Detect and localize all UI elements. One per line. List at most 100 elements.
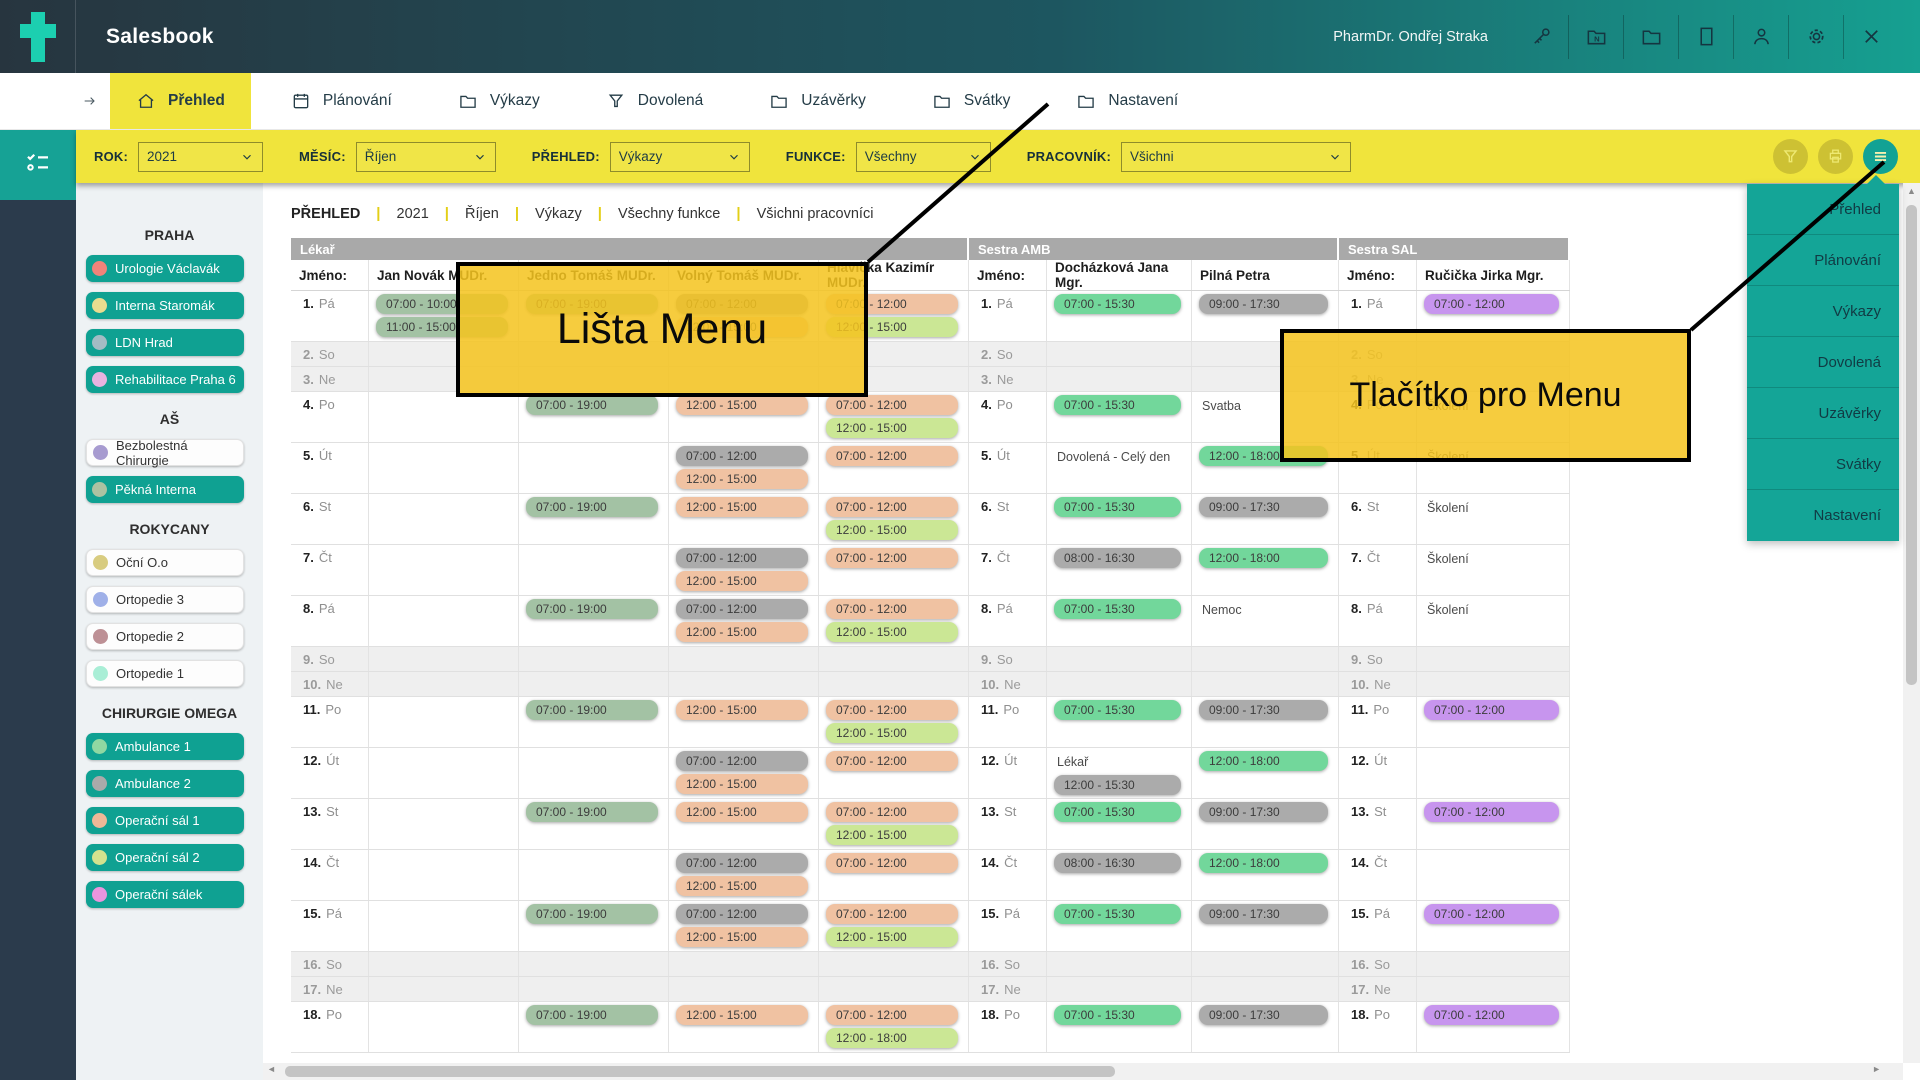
filter-select-rok[interactable]: 2021	[138, 142, 263, 172]
shift-chip[interactable]: 07:00 - 15:30	[1054, 1005, 1181, 1025]
sidebar-item-rehabilitace-praha-6[interactable]: Rehabilitace Praha 6	[86, 366, 244, 393]
shift-chip[interactable]: 07:00 - 12:00	[826, 446, 958, 466]
schedule-cell[interactable]: 07:00 - 15:30	[1047, 697, 1192, 747]
vertical-scrollbar[interactable]: ▲	[1903, 183, 1920, 1063]
shift-chip[interactable]: 09:00 - 17:30	[1199, 294, 1328, 314]
shift-chip[interactable]: 12:00 - 15:00	[826, 622, 958, 642]
shift-chip[interactable]: 07:00 - 15:30	[1054, 802, 1181, 822]
schedule-cell[interactable]: 07:00 - 19:00	[519, 392, 669, 442]
shift-chip[interactable]: 07:00 - 19:00	[526, 904, 658, 924]
schedule-cell[interactable]	[369, 392, 519, 442]
shift-chip[interactable]: 07:00 - 12:00	[826, 904, 958, 924]
schedule-cell[interactable]: Dovolená - Celý den	[1047, 443, 1192, 493]
horizontal-scrollbar-thumb[interactable]	[285, 1066, 1115, 1077]
schedule-cell[interactable]	[1047, 647, 1192, 671]
schedule-cell[interactable]: 07:00 - 12:0012:00 - 15:00	[819, 596, 969, 646]
schedule-cell[interactable]: 07:00 - 12:0012:00 - 15:00	[819, 494, 969, 544]
breadcrumb-item[interactable]: 2021	[397, 206, 429, 222]
close-icon[interactable]	[1844, 17, 1898, 57]
expand-sidebar-arrow-icon[interactable]	[70, 73, 110, 129]
shift-chip[interactable]: 07:00 - 15:30	[1054, 395, 1181, 415]
sidebar-item-ambulance-2[interactable]: Ambulance 2	[86, 770, 244, 797]
sidebar-item-ldn-hrad[interactable]: LDN Hrad	[86, 329, 244, 356]
schedule-cell[interactable]: 09:00 - 17:30	[1192, 799, 1339, 849]
schedule-cell[interactable]	[369, 697, 519, 747]
schedule-cell[interactable]: Školení	[1417, 494, 1570, 544]
scroll-right-icon[interactable]: ►	[1872, 1064, 1881, 1074]
schedule-cell[interactable]	[369, 850, 519, 900]
document-icon[interactable]	[1679, 17, 1733, 57]
schedule-cell[interactable]: 12:00 - 18:00	[1192, 748, 1339, 798]
shift-chip[interactable]: 12:00 - 15:00	[676, 395, 808, 415]
schedule-cell[interactable]	[1417, 748, 1570, 798]
shift-chip[interactable]: 07:00 - 12:00	[1424, 700, 1559, 720]
filter-select-mesic[interactable]: Říjen	[356, 142, 496, 172]
schedule-cell[interactable]	[519, 443, 669, 493]
horizontal-scrollbar[interactable]: ◄ ►	[263, 1063, 1903, 1080]
schedule-cell[interactable]: 09:00 - 17:30	[1192, 494, 1339, 544]
shift-chip[interactable]: 07:00 - 12:00	[1424, 904, 1559, 924]
schedule-cell[interactable]	[819, 672, 969, 696]
tab-uzaverky[interactable]: Uzávěrky	[743, 73, 892, 129]
schedule-cell[interactable]	[1417, 672, 1570, 696]
schedule-cell[interactable]: 07:00 - 12:0012:00 - 15:00	[819, 392, 969, 442]
schedule-cell[interactable]: 07:00 - 12:0012:00 - 15:00	[669, 748, 819, 798]
schedule-cell[interactable]	[669, 952, 819, 976]
breadcrumb-item[interactable]: Říjen	[465, 206, 499, 222]
sidebar-item-urologie-vaclavak[interactable]: Urologie Václavák	[86, 255, 244, 282]
schedule-cell[interactable]: 08:00 - 16:30	[1047, 850, 1192, 900]
filter-select-pracovnik[interactable]: Všichni	[1121, 142, 1351, 172]
shift-chip[interactable]: 07:00 - 15:30	[1054, 599, 1181, 619]
schedule-cell[interactable]: 07:00 - 19:00	[519, 596, 669, 646]
tab-prehled[interactable]: Přehled	[110, 73, 251, 129]
shift-chip[interactable]: 12:00 - 15:00	[676, 1005, 808, 1025]
shift-chip[interactable]: 12:00 - 15:00	[826, 825, 958, 845]
schedule-cell[interactable]: 07:00 - 12:00	[819, 850, 969, 900]
schedule-cell[interactable]: Školení	[1417, 545, 1570, 595]
sidebar-item-interna-staromak[interactable]: Interna Staromák	[86, 292, 244, 319]
shift-note[interactable]: Lékař	[1047, 748, 1191, 771]
shift-chip[interactable]: 12:00 - 15:00	[676, 469, 808, 489]
schedule-cell[interactable]: 07:00 - 12:0012:00 - 15:00	[819, 901, 969, 951]
schedule-cell[interactable]: 07:00 - 12:00	[819, 748, 969, 798]
shift-chip[interactable]: 07:00 - 15:30	[1054, 700, 1181, 720]
breadcrumb-item[interactable]: Všichni pracovníci	[757, 206, 874, 222]
sidebar-item-operacni-salek[interactable]: Operační sálek	[86, 881, 244, 908]
schedule-cell[interactable]	[369, 977, 519, 1001]
schedule-cell[interactable]: 07:00 - 12:0012:00 - 18:00	[819, 1002, 969, 1052]
schedule-cell[interactable]	[1192, 977, 1339, 1001]
menu-item-uzaverky[interactable]: Uzávěrky	[1747, 388, 1899, 439]
schedule-cell[interactable]: 09:00 - 17:30	[1192, 1002, 1339, 1052]
shift-chip[interactable]: 09:00 - 17:30	[1199, 802, 1328, 822]
scroll-up-icon[interactable]: ▲	[1903, 186, 1920, 196]
shift-chip[interactable]: 07:00 - 19:00	[526, 700, 658, 720]
schedule-cell[interactable]: 07:00 - 12:00	[819, 443, 969, 493]
schedule-cell[interactable]: 12:00 - 15:00	[669, 1002, 819, 1052]
schedule-cell[interactable]: 12:00 - 18:00	[1192, 545, 1339, 595]
tab-svatky[interactable]: Svátky	[906, 73, 1037, 129]
schedule-cell[interactable]: 07:00 - 12:00	[1417, 799, 1570, 849]
schedule-cell[interactable]: 07:00 - 12:0012:00 - 15:00	[669, 545, 819, 595]
schedule-cell[interactable]: 12:00 - 15:00	[669, 799, 819, 849]
schedule-cell[interactable]	[1192, 952, 1339, 976]
schedule-cell[interactable]	[369, 494, 519, 544]
schedule-cell[interactable]: 07:00 - 19:00	[519, 901, 669, 951]
breadcrumb-item[interactable]: PŘEHLED	[291, 206, 360, 222]
shift-chip[interactable]: 08:00 - 16:30	[1054, 548, 1181, 568]
sidebar-item-ortopedie-1[interactable]: Ortopedie 1	[86, 660, 244, 687]
schedule-cell[interactable]	[1417, 647, 1570, 671]
schedule-cell[interactable]: 07:00 - 19:00	[519, 1002, 669, 1052]
schedule-cell[interactable]: 07:00 - 12:00	[1417, 697, 1570, 747]
shift-chip[interactable]: 12:00 - 15:00	[676, 622, 808, 642]
shift-chip[interactable]: 07:00 - 19:00	[526, 395, 658, 415]
schedule-cell[interactable]	[819, 647, 969, 671]
schedule-cell[interactable]	[369, 443, 519, 493]
schedule-cell[interactable]: 07:00 - 15:30	[1047, 596, 1192, 646]
shift-chip[interactable]: 12:00 - 15:00	[826, 418, 958, 438]
schedule-cell[interactable]	[669, 672, 819, 696]
shift-chip[interactable]: 07:00 - 12:00	[826, 497, 958, 517]
shift-chip[interactable]: 07:00 - 15:30	[1054, 497, 1181, 517]
folder-note-icon[interactable]: N	[1569, 17, 1623, 57]
schedule-cell[interactable]: 07:00 - 12:0012:00 - 15:00	[819, 799, 969, 849]
menu-item-svatky[interactable]: Svátky	[1747, 439, 1899, 490]
